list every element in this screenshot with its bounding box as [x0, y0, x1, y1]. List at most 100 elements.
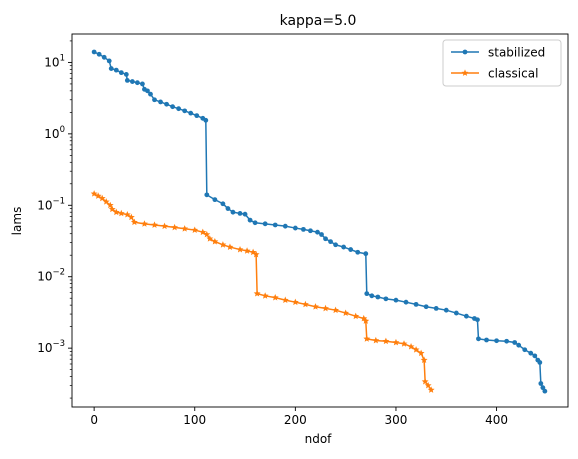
data-point: [494, 338, 499, 344]
y-tick-label: 100: [44, 125, 65, 141]
data-point: [383, 296, 389, 302]
x-tick-label: 400: [485, 413, 508, 427]
data-point: [348, 247, 354, 252]
data-point: [171, 223, 179, 231]
data-point: [91, 49, 97, 55]
data-point: [542, 388, 548, 394]
data-point: [475, 317, 480, 323]
data-point: [123, 71, 129, 77]
data-point: [463, 313, 469, 319]
data-point: [312, 303, 319, 310]
data-point: [528, 350, 534, 356]
data-point: [152, 97, 157, 103]
data-point: [188, 110, 194, 116]
data-point: [124, 78, 130, 83]
data-point: [158, 99, 163, 105]
plot-frame: [71, 33, 569, 408]
data-point: [393, 297, 399, 303]
data-point: [206, 235, 214, 242]
data-point: [516, 342, 522, 348]
data-point: [308, 228, 313, 234]
x-tick-label: 100: [183, 413, 206, 427]
legend-marker: [461, 69, 469, 76]
data-point: [253, 290, 261, 297]
data-point: [272, 222, 278, 228]
data-point: [333, 242, 338, 248]
y-tick-label: 101: [44, 53, 65, 69]
data-point: [504, 338, 510, 344]
y-tick-base: 10: [37, 198, 52, 212]
data-point: [319, 232, 324, 237]
data-point: [540, 385, 546, 391]
data-point: [424, 381, 432, 389]
data-point: [118, 70, 124, 76]
data-point: [204, 192, 210, 198]
data-point: [127, 213, 135, 221]
data-point: [369, 293, 375, 299]
data-point: [101, 54, 107, 60]
data-point: [219, 241, 227, 248]
y-tick-exponent: 1: [60, 53, 65, 63]
data-point: [301, 300, 309, 308]
data-point: [362, 317, 370, 324]
data-point: [420, 356, 428, 364]
data-point: [300, 226, 306, 232]
data-point: [392, 338, 400, 346]
data-point: [211, 238, 219, 245]
y-tick-exponent: −1: [52, 196, 65, 206]
data-point: [332, 306, 340, 314]
data-point: [123, 211, 131, 218]
series-classical: [90, 190, 435, 393]
data-point: [161, 222, 168, 230]
legend-label: classical: [488, 67, 538, 81]
data-point: [230, 209, 236, 215]
data-point: [170, 104, 176, 110]
data-point: [96, 51, 102, 57]
legend-entry-classical: classical: [451, 67, 538, 81]
data-point: [433, 306, 439, 311]
y-axis-label: lams: [10, 207, 24, 236]
data-point: [252, 220, 258, 226]
data-point: [532, 353, 538, 359]
data-point: [322, 304, 329, 312]
data-point: [522, 347, 528, 353]
data-point: [375, 294, 381, 300]
data-point: [342, 309, 350, 316]
legend-entry-stabilized: stabilized: [451, 46, 545, 60]
data-point: [108, 205, 116, 213]
data-point: [443, 307, 449, 313]
data-point: [407, 343, 415, 350]
data-point: [453, 310, 459, 316]
data-point: [292, 225, 298, 231]
data-point: [421, 378, 429, 385]
data-point: [145, 88, 150, 94]
data-point: [212, 197, 218, 203]
y-tick-exponent: −2: [52, 268, 65, 278]
data-point: [363, 335, 371, 342]
data-point: [112, 208, 120, 216]
series-stabilized: [91, 49, 548, 394]
data-point: [247, 217, 253, 223]
data-point: [148, 91, 153, 97]
x-tick-label: 300: [385, 413, 408, 427]
data-point: [512, 340, 518, 345]
data-point: [226, 243, 234, 250]
data-point: [141, 220, 148, 227]
y-tick-base: 10: [44, 127, 59, 141]
data-point: [176, 106, 182, 112]
data-point: [113, 67, 119, 73]
data-point: [400, 340, 408, 347]
data-point: [130, 218, 138, 226]
data-point: [271, 294, 279, 301]
data-point: [151, 221, 158, 228]
data-point: [98, 194, 106, 202]
data-point: [291, 298, 299, 306]
legend: stabilized classical: [442, 39, 562, 87]
data-point: [403, 299, 409, 305]
legend-marker: [462, 49, 468, 55]
x-tick-label: 200: [284, 413, 307, 427]
data-point: [102, 198, 110, 205]
data-point: [237, 210, 243, 216]
data-point: [417, 349, 425, 357]
legend-label: stabilized: [488, 46, 545, 60]
